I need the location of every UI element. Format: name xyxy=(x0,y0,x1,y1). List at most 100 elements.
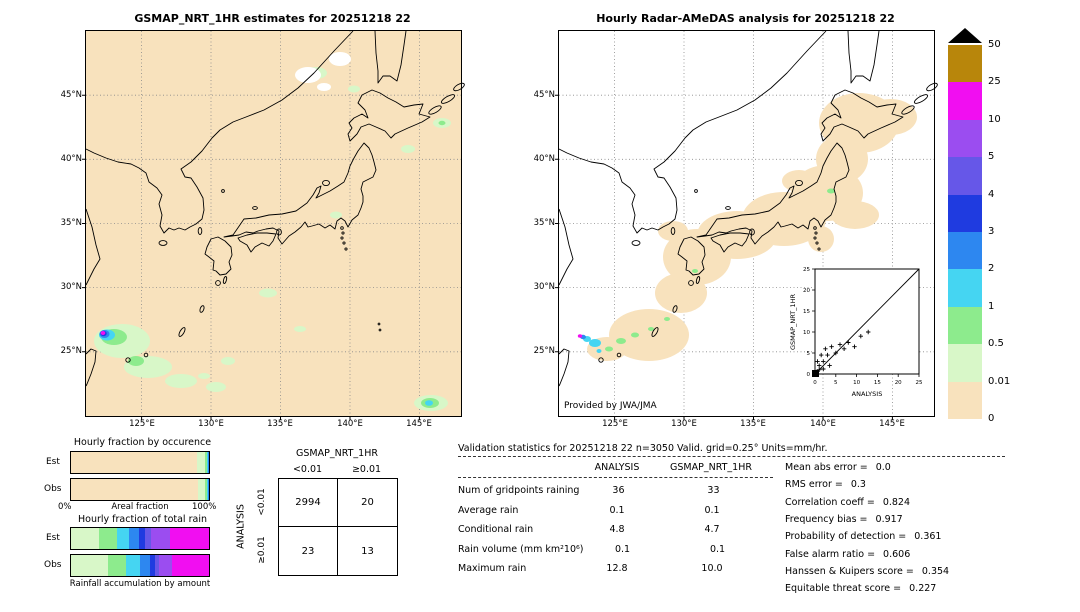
lon-tick-label: 125°E xyxy=(602,419,628,429)
colorbar-tick-label: 50 xyxy=(988,39,1001,50)
contingency-cell: 13 xyxy=(361,545,374,557)
bar-segment xyxy=(159,555,172,576)
lat-tick-label: 25°N xyxy=(533,346,555,356)
colorbar-tick-label: 0 xyxy=(988,413,995,424)
bar-segment xyxy=(208,479,209,500)
stats-row: Average rain 0.1 0.1 xyxy=(458,504,720,516)
svg-text:0: 0 xyxy=(813,380,817,386)
lon-tick-label: 130°E xyxy=(198,419,224,429)
gsmap-precipitation-overlay xyxy=(94,52,451,411)
analysis-precipitation-overlay xyxy=(577,188,835,353)
analysis-col-header: ANALYSIS xyxy=(594,462,640,473)
svg-text:20: 20 xyxy=(895,380,902,386)
colorbar-tick-label: 10 xyxy=(988,113,1001,125)
colorbar-tick-label: 3 xyxy=(988,226,995,237)
colorbar-tick-label: 0.01 xyxy=(988,375,1011,387)
colorbar-block xyxy=(948,306,982,345)
dashed-divider xyxy=(458,477,773,478)
inset-y-tick-labels: 0 5 10 15 20 25 xyxy=(803,267,811,378)
bar-segment xyxy=(71,479,198,500)
left-map-title: GSMAP_NRT_1HR estimates for 20251218 22 xyxy=(134,12,411,25)
colorbar-block xyxy=(948,119,982,158)
contingency-row-header: ≥0.01 xyxy=(257,536,267,564)
colorbar-tick-label: 1 xyxy=(988,300,995,312)
score-line: Probability of detection = 0.361 xyxy=(785,531,942,543)
bar-segment xyxy=(138,528,146,549)
inset-ylabel: GSMAP_NRT_1HR xyxy=(789,293,797,350)
occurrence-obs-bar xyxy=(70,478,210,501)
bar-segment xyxy=(126,555,140,576)
svg-text:0: 0 xyxy=(807,372,811,378)
x-min-label: 0% xyxy=(58,502,72,512)
svg-text:25: 25 xyxy=(803,267,810,273)
data-credit: Provided by JWA/JMA xyxy=(564,401,657,411)
bar-segment xyxy=(149,555,156,576)
occurrence-xlabel: Areal fraction xyxy=(111,502,169,512)
bar-segment xyxy=(139,555,150,576)
colorbar-tick-label: 5 xyxy=(988,151,995,163)
bar-segment xyxy=(145,528,151,549)
bar-segment xyxy=(207,479,209,500)
contingency-cell: 2994 xyxy=(279,479,338,527)
svg-text:15: 15 xyxy=(803,309,810,315)
svg-text:15: 15 xyxy=(874,380,881,386)
stats-rows: Num of gridpoints raining 36 33 Average rai… xyxy=(458,481,778,579)
lon-tick-label: 140°E xyxy=(810,419,836,429)
stats-row: Num of gridpoints raining 36 33 xyxy=(458,485,720,497)
lon-tick-label: 130°E xyxy=(671,419,697,429)
contingency-col-header: <0.01 xyxy=(292,464,323,475)
contingency-row-title: ANALYSIS xyxy=(235,504,247,549)
colorbar-block xyxy=(948,194,982,233)
right-map: 0 5 10 15 20 25 0 5 10 15 20 25 ANALYSIS GSMAP_NRT… xyxy=(534,30,939,429)
lat-tick-label: 45°N xyxy=(60,90,82,100)
left-map-canvas xyxy=(81,30,466,421)
origin-cluster-marker xyxy=(812,370,819,377)
contingency-table: 2994 20 23 13 xyxy=(278,478,398,576)
lon-tick-label: 145°E xyxy=(879,419,905,429)
bar-segment xyxy=(98,528,117,549)
total-rain-obs-label: Obs xyxy=(44,560,62,570)
bar-segment xyxy=(128,528,139,549)
score-line: Hanssen & Kuipers score = 0.354 xyxy=(785,565,950,577)
lat-tick-label: 40°N xyxy=(60,154,82,164)
occurrence-obs-label: Obs xyxy=(44,484,62,494)
bar-segment xyxy=(196,452,205,473)
bar-segment xyxy=(151,528,171,549)
bar-segment xyxy=(116,528,129,549)
svg-text:10: 10 xyxy=(803,330,810,336)
lat-tick-label: 40°N xyxy=(533,154,555,164)
colorbar-tick-label: 25 xyxy=(988,76,1001,88)
total-rain-est-label: Est xyxy=(46,533,60,543)
no-data-patches xyxy=(295,52,351,91)
colorbar-block xyxy=(948,269,982,307)
bar-segment xyxy=(205,479,208,500)
left-map: 45°N 40°N 35°N 30°N 25°N 125°E 130°E 135… xyxy=(61,30,466,429)
svg-text:25: 25 xyxy=(916,380,923,386)
colorbar-tick-label: 0.5 xyxy=(988,338,1004,350)
bar-segment xyxy=(71,555,109,576)
colorbar-labels: 50 25 10 5 4 3 2 1 0.5 0.01 0 xyxy=(948,39,1010,424)
colorbar-tick-label: 2 xyxy=(988,263,995,275)
x-max-label: 100% xyxy=(192,502,217,512)
colorbar-block xyxy=(948,45,982,83)
occurrence-est-label: Est xyxy=(46,457,60,467)
colorbar-overflow-triangle xyxy=(948,28,982,43)
lat-tick-label: 30°N xyxy=(533,282,555,292)
right-map-title: Hourly Radar-AMeDAS analysis for 2025121… xyxy=(596,12,895,25)
lat-tick-label: 30°N xyxy=(60,282,82,292)
inset-xlabel: ANALYSIS xyxy=(852,390,883,398)
lat-tick-label: 45°N xyxy=(533,90,555,100)
colorbar-block xyxy=(948,381,982,420)
colorbar-tick-label: 4 xyxy=(988,188,995,200)
lon-tick-label: 135°E xyxy=(740,419,766,429)
total-rain-title: Hourly fraction of total rain xyxy=(78,514,207,525)
bar-segment xyxy=(208,452,209,473)
radar-coverage xyxy=(587,93,917,361)
colorbar-block xyxy=(948,344,982,382)
gsmap-col-header: GSMAP_NRT_1HR xyxy=(670,462,752,473)
lon-tick-label: 125°E xyxy=(129,419,155,429)
lat-tick-label: 25°N xyxy=(60,346,82,356)
svg-text:5: 5 xyxy=(834,380,838,386)
bar-segment xyxy=(171,555,209,576)
